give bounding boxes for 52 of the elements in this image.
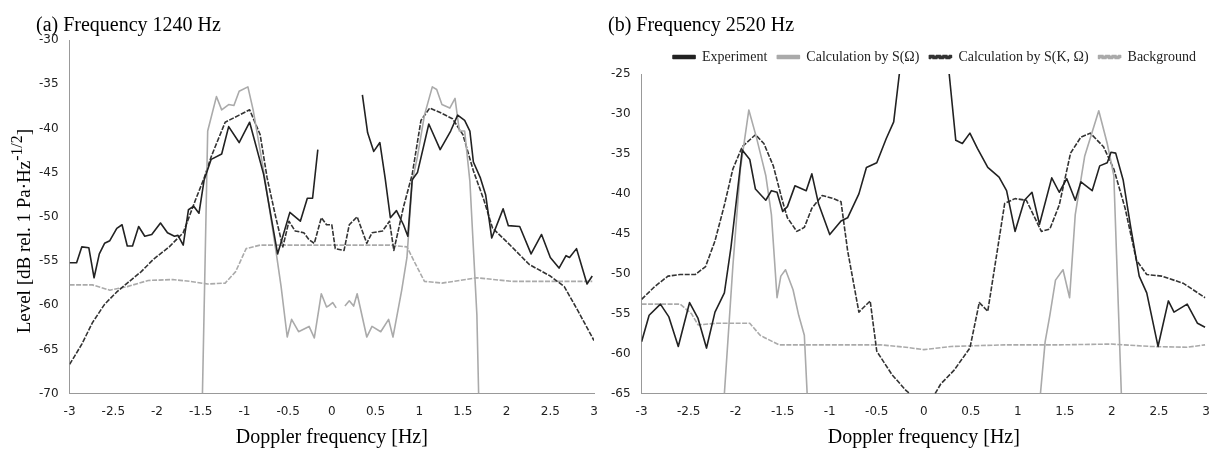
x-tick-label: 0.5 [961,403,981,418]
legend-label: Calculation by S(K, Ω) [958,48,1089,65]
line-series [69,107,594,366]
x-tick-label: 2 [1108,403,1116,418]
x-tick-label: 0.5 [365,403,386,418]
y-tick-label: -60 [610,345,631,360]
x-tick-label: 0 [919,403,928,418]
y-tick-label: -55 [610,305,631,320]
x-tick-label: -1 [238,403,251,418]
y-tick-label: -65 [610,385,631,400]
y-tick-label: -35 [610,146,631,161]
y-tick-label: -65 [38,341,59,356]
x-tick-label: -3 [63,403,76,418]
y-tick-label: -40 [38,120,59,135]
x-tick-label: -2 [729,403,742,418]
x-tick-label: -2.5 [676,403,701,418]
y-tick-label: -50 [38,208,59,223]
y-tick-label: -60 [38,297,59,312]
y-tick-label: -25 [610,66,631,81]
x-tick-label: -0.5 [276,403,300,418]
x-tick-label: 3 [590,403,598,418]
y-tick-label: -35 [38,76,59,91]
x-tick-label: -1 [823,403,836,418]
x-tick-label: -1.5 [770,403,795,418]
x-tick-label: 1.5 [453,403,473,418]
x-tick-label: 1.5 [1055,403,1075,418]
x-tick-label: -2.5 [101,403,126,418]
legend-label: Background [1127,48,1197,64]
x-tick-label: 2 [502,403,511,418]
x-tick-label: 2.5 [1149,403,1169,418]
x-tick-label: 1 [415,403,424,418]
x-axis-title: Doppler frequency [Hz] [235,425,428,449]
y-tick-label: -30 [610,106,631,121]
y-tick-label: -50 [610,265,631,280]
legend-label: Calculation by S(Ω) [806,48,920,65]
y-tick-label: -40 [610,185,631,200]
x-tick-label: 1 [1014,403,1022,418]
chart-title: (b) Frequency 2520 Hz [608,13,795,37]
y-tick-label: -45 [610,225,631,240]
chart-title: (a) Frequency 1240 Hz [36,13,222,37]
legend-label: Experiment [702,48,768,64]
x-tick-label: -1.5 [188,403,213,418]
x-tick-label: 0 [327,403,336,418]
y-tick-label: -55 [38,253,59,268]
y-tick-label: -45 [38,164,59,179]
x-axis-title: Doppler frequency [Hz] [827,425,1020,449]
y-tick-label: -70 [38,385,59,400]
x-tick-label: -2 [151,403,163,418]
x-tick-label: 2.5 [540,403,560,418]
x-tick-label: 3 [1202,403,1210,418]
x-tick-label: -0.5 [865,403,889,418]
x-tick-label: -3 [635,403,648,418]
